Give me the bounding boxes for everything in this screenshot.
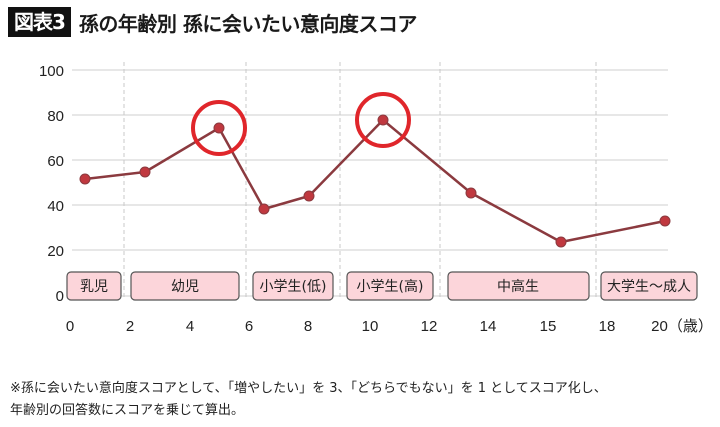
y-tick-60: 60 <box>47 153 64 170</box>
data-point <box>659 215 671 227</box>
data-points <box>79 114 671 248</box>
svg-text:6: 6 <box>245 318 253 335</box>
chart-header: 図表3 孫の年齢別 孫に会いたい意向度スコア <box>8 6 417 38</box>
x-axis-ticks: 0 2 4 6 8 10 12 14 15 18 20（歳） <box>66 318 713 335</box>
y-tick-0: 0 <box>56 288 64 305</box>
svg-text:18: 18 <box>599 318 616 335</box>
svg-text:2: 2 <box>126 318 134 335</box>
data-point <box>303 190 315 202</box>
svg-text:10: 10 <box>362 318 379 335</box>
svg-text:8: 8 <box>304 318 312 335</box>
svg-text:小学生(低): 小学生(低) <box>260 279 327 295</box>
score-line <box>84 118 666 244</box>
figure-badge: 図表3 <box>8 7 71 37</box>
svg-text:4: 4 <box>186 318 194 335</box>
data-point <box>213 122 225 134</box>
svg-text:大学生～成人: 大学生～成人 <box>607 279 691 295</box>
data-point <box>139 166 151 178</box>
line-chart: 100 80 60 40 20 0 乳児 幼児 小学生(低) 小学生(高) 中高… <box>39 62 713 335</box>
y-tick-20: 20 <box>47 243 64 260</box>
svg-text:中高生: 中高生 <box>497 278 539 295</box>
y-tick-100: 100 <box>39 63 64 80</box>
footnote-line-2: 年齢別の回答数にスコアを乗じて算出。 <box>10 403 245 418</box>
highlight-circle-icon <box>191 100 247 156</box>
stage-university-adult: 大学生～成人 <box>600 271 698 301</box>
stage-separators <box>123 62 597 300</box>
stage-labels: 乳児 幼児 小学生(低) 小学生(高) 中高生 大学生～成人 <box>66 271 698 301</box>
y-axis-ticks: 100 80 60 40 20 0 <box>39 63 64 305</box>
svg-text:小学生(高): 小学生(高) <box>357 278 424 295</box>
svg-text:14: 14 <box>480 318 497 335</box>
data-point <box>465 187 477 199</box>
svg-text:12: 12 <box>421 318 438 335</box>
stage-elementary-lower: 小学生(低) <box>252 271 334 301</box>
data-point <box>258 203 270 215</box>
data-point <box>555 236 567 248</box>
footnote: ※孫に会いたい意向度スコアとして、「増やしたい」を 3、「どちらでもない」を 1… <box>10 378 715 422</box>
y-gridlines <box>72 69 668 297</box>
chart-title: 孫の年齢別 孫に会いたい意向度スコア <box>78 11 417 36</box>
footnote-line-1: ※孫に会いたい意向度スコアとして、「増やしたい」を 3、「どちらでもない」を 1… <box>10 381 607 396</box>
stage-infant: 乳児 <box>66 271 122 301</box>
y-tick-80: 80 <box>47 108 64 125</box>
svg-text:0: 0 <box>66 318 74 335</box>
highlight-circle-icon <box>355 92 411 148</box>
y-tick-40: 40 <box>47 198 64 215</box>
data-point <box>377 114 389 126</box>
stage-toddler: 幼児 <box>130 271 240 301</box>
stage-junior-senior-high: 中高生 <box>447 271 590 301</box>
svg-text:幼児: 幼児 <box>171 279 199 295</box>
highlight-circles <box>191 92 411 156</box>
svg-text:15: 15 <box>540 318 557 335</box>
svg-text:20（歳）: 20（歳） <box>651 318 713 335</box>
stage-elementary-upper: 小学生(高) <box>346 271 434 301</box>
data-point <box>79 173 91 185</box>
svg-text:乳児: 乳児 <box>80 279 108 295</box>
